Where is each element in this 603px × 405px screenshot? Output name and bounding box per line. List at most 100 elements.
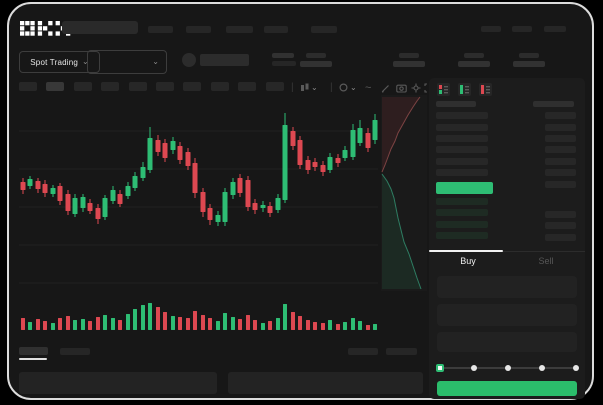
orderbook-view-asks-icon[interactable]: [479, 83, 492, 96]
stat-label-1: [306, 53, 326, 58]
interval-button-2[interactable]: [46, 82, 64, 91]
wave-icon: ~: [365, 81, 372, 94]
orderbook-header-right: [533, 101, 574, 107]
interval-button-7[interactable]: [183, 82, 201, 91]
pair-name-placeholder: [200, 54, 249, 66]
bottom-right-button-2[interactable]: [386, 348, 417, 355]
toolbar-separator: |: [291, 82, 294, 93]
interval-button-8[interactable]: [211, 82, 229, 91]
slider-dot-1[interactable]: [471, 365, 477, 371]
bottom-tab-orders[interactable]: [19, 347, 48, 355]
trades-row-3[interactable]: [545, 135, 576, 142]
trades-row-b-2[interactable]: [545, 222, 576, 229]
nav-item-3[interactable]: [226, 26, 253, 33]
price-change-placeholder: [272, 61, 296, 66]
interval-button-1[interactable]: [19, 82, 37, 91]
search-bar[interactable]: [62, 21, 138, 34]
interval-button-6[interactable]: [156, 82, 174, 91]
interval-button-4[interactable]: [101, 82, 119, 91]
orderbook-panel: Buy Sell: [429, 78, 585, 399]
slider-dot-2[interactable]: [505, 365, 511, 371]
ask-row-4[interactable]: [436, 146, 488, 153]
price-input[interactable]: [437, 276, 577, 298]
ask-row-6[interactable]: [436, 169, 488, 176]
bid-row-4[interactable]: [436, 232, 488, 239]
ask-row-5[interactable]: [436, 158, 488, 165]
trades-row-5[interactable]: [545, 158, 576, 165]
ask-row-2[interactable]: [436, 124, 488, 131]
slider-handle[interactable]: [436, 364, 444, 372]
nav-item-4[interactable]: [264, 26, 288, 33]
amount-input[interactable]: [437, 304, 577, 326]
pair-selector[interactable]: ⌄: [87, 50, 167, 74]
bottom-right-button-1[interactable]: [348, 348, 378, 355]
stat-label-3: [464, 53, 484, 58]
orderbook-view-combined-icon[interactable]: [437, 83, 450, 96]
bid-row-3[interactable]: [436, 221, 488, 228]
total-input[interactable]: [437, 332, 577, 352]
chevron-down-icon: ⌄: [152, 57, 159, 66]
interval-button-5[interactable]: [129, 82, 147, 91]
stat-value-1: [300, 61, 332, 67]
active-tab-indicator: [429, 250, 503, 252]
chevron-down-icon: ⌄: [82, 57, 89, 66]
chevron-down-icon: ⌄: [350, 82, 357, 92]
chart-canvas[interactable]: [19, 100, 378, 290]
orderbook-header-left: [436, 101, 476, 107]
tab-sell[interactable]: Sell: [538, 256, 554, 266]
stat-value-4: [513, 61, 545, 67]
nav-item-2[interactable]: [186, 26, 211, 33]
trades-row-b-3[interactable]: [545, 234, 576, 241]
brush-icon: [381, 84, 389, 93]
slider-dot-3[interactable]: [539, 365, 545, 371]
nav-item-5[interactable]: [311, 26, 337, 33]
ask-row-3[interactable]: [436, 135, 488, 142]
interval-button-9[interactable]: [238, 82, 256, 91]
chevron-down-icon: ⌄: [311, 82, 318, 92]
line-tool-button[interactable]: ~: [365, 81, 372, 94]
tab-buy[interactable]: Buy: [460, 256, 476, 266]
orderbook-view-bids-icon[interactable]: [458, 83, 471, 96]
stat-value-2: [393, 61, 425, 67]
screenshot-button[interactable]: [396, 82, 407, 93]
indicator-icon: [339, 83, 348, 92]
trades-row-4[interactable]: [545, 146, 576, 153]
last-price-bar[interactable]: [436, 182, 493, 194]
bottom-tab-history[interactable]: [60, 348, 90, 355]
candlestick-icon: [301, 83, 309, 91]
interval-button-10[interactable]: [266, 82, 284, 91]
market-type-label: Spot Trading: [30, 57, 79, 67]
toolbar-separator: |: [330, 82, 333, 93]
coin-avatar: [182, 53, 196, 67]
interval-button-3[interactable]: [74, 82, 92, 91]
slider-dot-4[interactable]: [573, 365, 579, 371]
trades-row-2[interactable]: [545, 124, 576, 131]
bid-row-1[interactable]: [436, 198, 488, 205]
ask-row-1[interactable]: [436, 112, 488, 119]
candle-style-dropdown[interactable]: ⌄: [300, 82, 318, 93]
trades-row-1[interactable]: [545, 112, 576, 119]
buy-submit-button[interactable]: [437, 381, 577, 396]
stat-value-3: [458, 61, 490, 67]
trade-tabs-divider: [429, 251, 585, 252]
bottom-panel-left: [19, 372, 217, 394]
header-right-item-2[interactable]: [512, 26, 532, 32]
stat-label-2: [399, 53, 419, 58]
header-right-item-3[interactable]: [544, 26, 566, 32]
stat-label-4: [519, 53, 539, 58]
gear-icon: [411, 83, 421, 92]
indicators-dropdown[interactable]: ⌄: [339, 82, 357, 93]
bottom-active-tab-underline: [19, 358, 47, 360]
nav-item-1[interactable]: [148, 26, 173, 33]
header-right-item-1[interactable]: [481, 26, 501, 32]
trades-row-b-1[interactable]: [545, 211, 576, 218]
camera-icon: [396, 84, 407, 93]
last-price-placeholder: [272, 53, 294, 58]
chart-settings-button[interactable]: [411, 82, 421, 93]
trades-row-7[interactable]: [545, 181, 576, 188]
trades-row-6[interactable]: [545, 169, 576, 176]
draw-tool-button[interactable]: [381, 82, 391, 93]
bid-row-2[interactable]: [436, 209, 488, 216]
market-type-dropdown[interactable]: Spot Trading ⌄: [19, 51, 100, 73]
